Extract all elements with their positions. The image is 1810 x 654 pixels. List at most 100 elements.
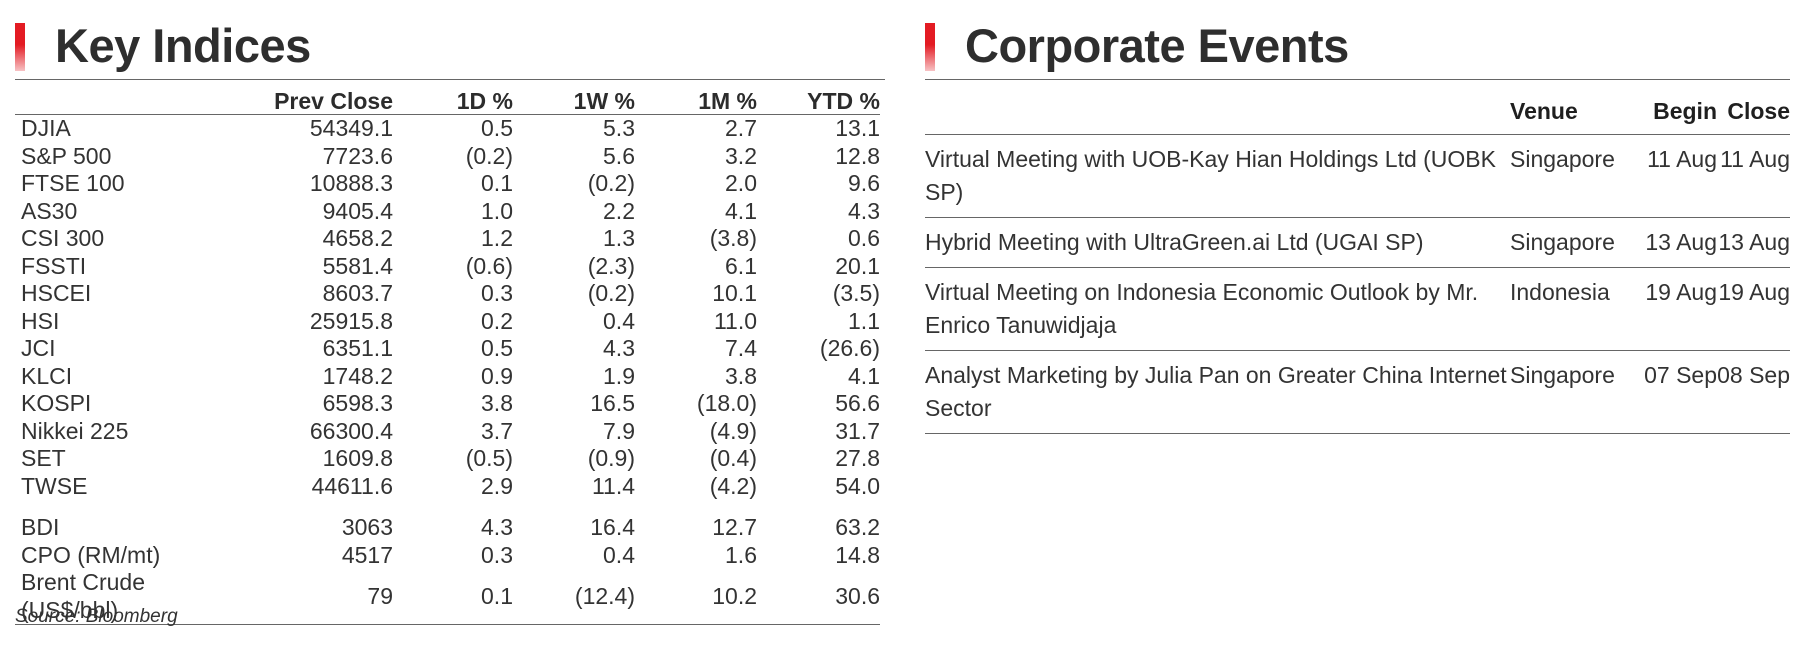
source-note: Source: Bloomberg [15,606,178,627]
cell-ytd: 20.1 [835,252,880,279]
cell-prev: 66300.4 [309,417,393,444]
cell-prev: 10888.3 [309,170,393,196]
key-indices-header-row: Prev Close 1D % 1W % 1M % YTD % [15,88,880,115]
cell-1d: 1.2 [481,225,513,251]
corporate-events-table: Venue Begin Close Virtual Meeting with U… [925,94,1790,434]
event-event: Hybrid Meeting with UltraGreen.ai Ltd (U… [925,217,1510,268]
cell-1m: 6.1 [725,252,757,279]
key-indices-table: Prev Close 1D % 1W % 1M % YTD % DJIA 5434… [15,88,880,625]
cell-1w: 5.3 [603,115,635,141]
event-close: 19 Aug [1717,267,1790,351]
cell-1m: (4.9) [709,417,757,444]
cell-1d: 3.8 [481,390,513,416]
table-row: DJIA 54349.1 0.5 5.3 2.7 13.1 [15,115,880,143]
cell-prev: 8603.7 [322,280,393,306]
accent-bar [15,23,25,71]
cell-prev: 1609.8 [322,445,393,471]
cell-name: JCI [21,335,56,361]
event-close: 13 Aug [1717,217,1790,268]
cell-1d: 4.3 [481,514,513,540]
cell-name: HSCEI [21,280,92,306]
cell-1m: 2.0 [725,170,757,196]
cell-1m: (3.8) [709,225,757,251]
table-row: HSI 25915.8 0.2 0.4 11.0 1.1 [15,308,880,336]
cell-1d: 0.9 [481,362,513,389]
event-close: 08 Sep [1717,350,1790,434]
table-row: S&P 500 7723.6 (0.2) 5.6 3.2 12.8 [15,143,880,171]
cell-prev: 6598.3 [322,390,393,416]
header-ytd: YTD % [807,88,880,114]
title-rule [15,79,885,80]
cell-name: CPO (RM/mt) [21,541,161,568]
cell-ytd: 9.6 [848,170,880,196]
table-row: CSI 300 4658.2 1.2 1.3 (3.8) 0.6 [15,225,880,253]
cell-1w: 4.3 [603,335,635,361]
cell-prev: 44611.6 [311,472,393,499]
table-row: BDI 3063 4.3 16.4 12.7 63.2 [15,514,880,542]
cell-prev: 25915.8 [309,307,393,334]
cell-1m: (0.4) [709,445,757,471]
cell-ytd: 54.0 [835,472,880,499]
cell-1w: 16.4 [590,514,635,540]
table-row: CPO (RM/mt) 4517 0.3 0.4 1.6 14.8 [15,542,880,570]
cell-1d: 0.5 [481,335,513,361]
event-event: Virtual Meeting on Indonesia Economic Ou… [925,267,1510,351]
cell-prev: 5581.4 [322,252,393,279]
cell-1w: 11.4 [591,472,635,499]
cell-1m: 11.0 [713,307,757,334]
header-event [925,94,1510,135]
spacer-cell [15,500,880,514]
cell-prev: 4658.2 [322,225,393,251]
table-row: KOSPI 6598.3 3.8 16.5 (18.0) 56.6 [15,390,880,418]
cell-1m: 7.4 [725,335,757,361]
cell-1d: 0.1 [481,170,513,196]
cell-ytd: 12.8 [835,142,880,169]
event-venue: Singapore [1510,350,1635,434]
cell-prev: 54349.1 [309,115,393,141]
table-row: JCI 6351.1 0.5 4.3 7.4 (26.6) [15,335,880,363]
cell-name: AS30 [21,197,78,224]
cell-ytd: 13.1 [835,115,880,141]
header-begin: Begin [1635,94,1717,135]
cell-1w: (2.3) [587,252,635,279]
cell-1m: 3.2 [725,142,757,169]
cell-1w: 7.9 [603,417,635,444]
header-close: Close [1717,94,1790,135]
corporate-events-heading: Corporate Events [925,0,1795,80]
cell-name: BDI [21,514,60,540]
cell-name: Nikkei 225 [21,417,129,444]
accent-bar [925,23,935,71]
event-close: 11 Aug [1717,134,1790,218]
header-name [15,88,245,115]
cell-1w: (0.2) [587,170,635,196]
cell-name: S&P 500 [21,142,112,169]
event-venue: Singapore [1510,134,1635,218]
cell-1d: (0.2) [465,142,513,169]
cell-prev: 79 [245,569,393,625]
cell-1m: (18.0) [696,390,757,416]
event-event: Virtual Meeting with UOB-Kay Hian Holdin… [925,134,1510,218]
event-row: Virtual Meeting with UOB-Kay Hian Holdin… [925,134,1790,218]
header-venue: Venue [1510,94,1635,135]
cell-1w: (12.4) [513,569,635,625]
corporate-events-title: Corporate Events [965,19,1349,72]
cell-ytd: (3.5) [832,280,880,306]
event-venue: Singapore [1510,217,1635,268]
key-indices-heading: Key Indices [0,0,890,80]
cell-name: FTSE 100 [21,170,125,196]
cell-1m: (4.2) [709,472,757,499]
events-body: Virtual Meeting with UOB-Kay Hian Holdin… [925,134,1790,434]
cell-1m: 10.2 [635,569,757,625]
cell-ytd: 1.1 [848,307,880,334]
cell-ytd: 31.7 [835,417,880,444]
cell-1m: 4.1 [725,197,757,224]
events-header-row: Venue Begin Close [925,94,1790,135]
event-row: Virtual Meeting on Indonesia Economic Ou… [925,267,1790,351]
cell-ytd: 4.1 [848,362,880,389]
cell-1w: 0.4 [603,541,635,568]
cell-1d: 0.3 [481,280,513,306]
key-indices-body: DJIA 54349.1 0.5 5.3 2.7 13.1 S&P 500 7723.6 (0.… [15,115,880,625]
cell-prev: 3063 [341,514,393,540]
cell-name: DJIA [21,115,71,141]
cell-1w: 5.6 [603,142,635,169]
